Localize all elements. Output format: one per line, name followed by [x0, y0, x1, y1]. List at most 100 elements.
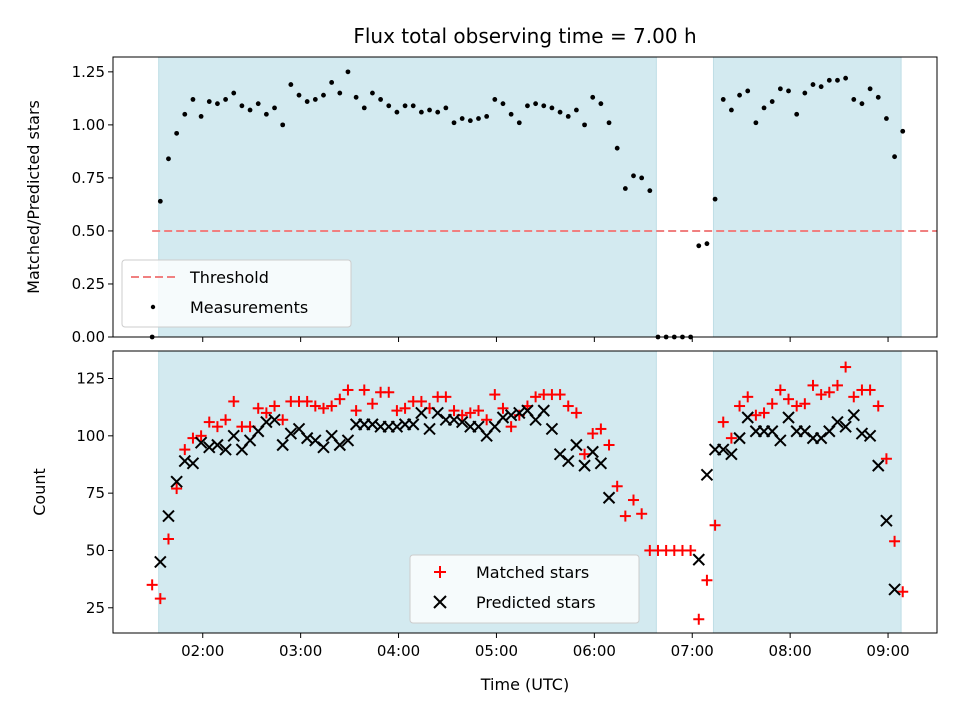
measurement-point [900, 128, 906, 134]
legend-measurements-swatch [150, 304, 156, 310]
measurement-point [394, 109, 400, 115]
predicted-star-d2 [872, 459, 885, 472]
matched-star-point [595, 423, 607, 435]
predicted-star-point [268, 413, 281, 426]
measurement-point [802, 90, 808, 96]
matched-star-point [211, 421, 223, 433]
predicted-star-d2 [586, 445, 599, 459]
predicted-star-d2 [194, 436, 208, 449]
predicted-star-d2 [553, 447, 567, 461]
measurement-point [745, 88, 751, 94]
predicted-star-point [586, 445, 599, 459]
predicted-star-point [260, 415, 273, 429]
top-panel-legend: Threshold Measurements [121, 259, 352, 328]
predicted-star-d2 [178, 454, 192, 468]
predicted-star-d2 [880, 514, 893, 527]
measurement-point [712, 196, 718, 202]
matched-star-point [701, 574, 713, 586]
predicted-star-d2 [504, 408, 518, 422]
matched-star-point [693, 613, 705, 625]
top-panel: 0.00 0.25 0.50 0.75 1.00 1.25 Matched/Predict… [24, 56, 938, 346]
measurement-point [525, 103, 530, 109]
predicted-star-d2 [423, 422, 436, 436]
predicted-star-d2 [594, 457, 608, 470]
measurement-point [794, 111, 800, 117]
matched-star-point [603, 439, 615, 451]
predicted-star-point [276, 438, 289, 452]
y-tick-label: 1.00 [72, 116, 105, 134]
matched-star-point [252, 402, 264, 414]
predicted-star-point [211, 438, 224, 452]
predicted-star-d2 [472, 420, 485, 433]
predicted-star-point [863, 429, 877, 443]
predicted-star-point [880, 514, 893, 527]
matched-star-point [848, 391, 860, 403]
predicted-star-point [717, 443, 730, 456]
predicted-star-d2 [390, 420, 404, 433]
matched-star-point [742, 391, 754, 403]
predicted-star-point [447, 413, 461, 426]
matched-star-point [611, 480, 623, 492]
predicted-star-point [415, 406, 428, 420]
predicted-star-d2 [154, 555, 167, 569]
predicted-star-d2 [203, 441, 216, 454]
measurement-point [582, 122, 587, 128]
measurement-point [492, 97, 498, 102]
predicted-star-d2 [798, 425, 812, 438]
predicted-star-point [700, 468, 714, 482]
x-axis-label: Time (UTC) [480, 675, 569, 694]
matched-star-point [766, 398, 778, 410]
top-panel-marks [149, 69, 937, 340]
matched-star-point [840, 361, 852, 373]
matched-star-point [864, 384, 876, 396]
matched-star-point [636, 508, 648, 520]
measurement-point [826, 77, 832, 83]
matched-star-point [162, 533, 174, 545]
y-tick-label: 0.25 [72, 275, 105, 293]
shaded-interval [712, 56, 902, 338]
measurement-point [704, 241, 710, 247]
matched-star-point [366, 398, 378, 410]
matched-star-point [554, 389, 566, 401]
matched-star-point [570, 407, 582, 419]
measurement-point [835, 77, 840, 83]
matched-star-point [807, 379, 819, 391]
matched-star-point [464, 407, 476, 419]
measurement-point [272, 105, 277, 111]
matched-star-point [260, 407, 272, 419]
predicted-star-d2 [407, 418, 420, 431]
predicted-star-point [203, 441, 216, 454]
bottom-panel-legend: Matched stars Predicted stars [409, 554, 640, 624]
matched-star-point [350, 405, 362, 417]
measurement-point [622, 186, 628, 191]
predicted-star-d2 [341, 434, 355, 447]
x-tick-label: 06:00 [573, 642, 616, 660]
measurement-point [729, 107, 734, 113]
predicted-star-d2 [268, 413, 281, 426]
measurement-point [223, 97, 228, 102]
matched-star-point [269, 400, 281, 412]
matched-star-point [489, 389, 501, 401]
predicted-star-point [537, 404, 550, 417]
predicted-star-d2 [717, 443, 730, 456]
predicted-star-d2 [782, 411, 795, 424]
measurement-point [867, 86, 873, 92]
predicted-star-d2 [186, 457, 200, 470]
matched-star-point [709, 519, 721, 531]
measurement-point [296, 92, 302, 98]
predicted-star-point [888, 583, 901, 596]
matched-star-point [799, 398, 811, 410]
matched-star-point [791, 400, 803, 412]
predicted-star-d2 [309, 434, 322, 447]
predicted-star-point [741, 411, 754, 424]
bottom-panel-y-ticks: 25 50 75 100 125 [76, 370, 113, 617]
matched-star-point [815, 389, 827, 401]
measurement-point [231, 90, 237, 96]
matched-star-point [383, 386, 395, 398]
top-panel-frame [112, 56, 938, 338]
matched-star-point [579, 448, 591, 460]
predicted-star-point [455, 415, 469, 429]
legend-matched-label: Matched stars [476, 563, 589, 582]
measurement-point [851, 97, 857, 102]
measurement-point [459, 116, 465, 121]
